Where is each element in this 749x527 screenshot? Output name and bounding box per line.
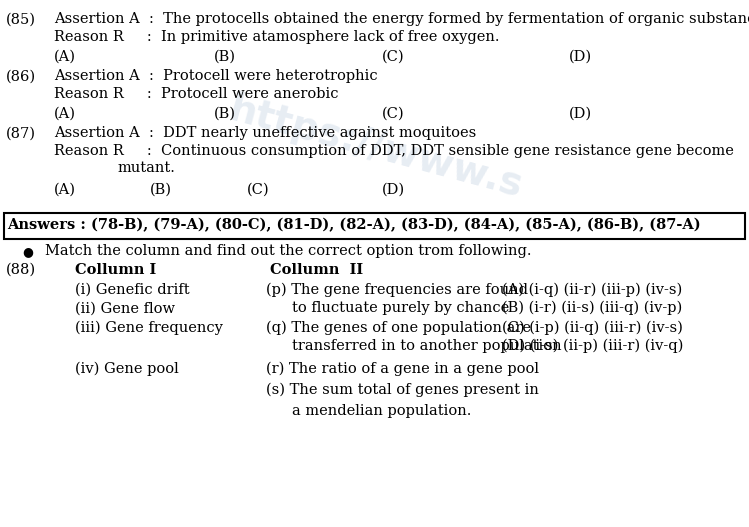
- Text: (88): (88): [6, 263, 36, 277]
- Text: (C): (C): [382, 50, 404, 63]
- Text: (ii) Gene flow: (ii) Gene flow: [75, 301, 175, 315]
- Text: Reason R     :  In primitive atamosphere lack of free oxygen.: Reason R : In primitive atamosphere lack…: [54, 30, 500, 44]
- Text: (87): (87): [6, 126, 36, 140]
- Text: Assertion A  :  Protocell were heterotrophic: Assertion A : Protocell were heterotroph…: [54, 70, 377, 83]
- Text: Match the column and find out the correct option trom following.: Match the column and find out the correc…: [45, 245, 532, 258]
- Text: Assertion A  :  DDT nearly uneffective against moquitoes: Assertion A : DDT nearly uneffective aga…: [54, 126, 476, 140]
- Text: (D): (D): [569, 50, 592, 63]
- FancyBboxPatch shape: [4, 213, 745, 239]
- Text: (D): (D): [569, 106, 592, 120]
- Text: (q) The genes of one population are: (q) The genes of one population are: [266, 320, 531, 335]
- Text: (C) (i-p) (ii-q) (iii-r) (iv-s): (C) (i-p) (ii-q) (iii-r) (iv-s): [502, 320, 682, 335]
- Text: Collumn I: Collumn I: [75, 263, 156, 277]
- Text: Collumn  II: Collumn II: [270, 263, 363, 277]
- Text: (B): (B): [213, 50, 235, 63]
- Text: transferred in to another population: transferred in to another population: [292, 339, 562, 353]
- Text: (86): (86): [6, 70, 36, 83]
- Text: (A): (A): [54, 50, 76, 63]
- Text: (i) Genefic drift: (i) Genefic drift: [75, 283, 189, 297]
- Text: (p) The gene frequencies are found: (p) The gene frequencies are found: [266, 282, 528, 297]
- Text: (A) (i-q) (ii-r) (iii-p) (iv-s): (A) (i-q) (ii-r) (iii-p) (iv-s): [502, 282, 682, 297]
- Text: to fluctuate purely by chance: to fluctuate purely by chance: [292, 301, 509, 315]
- Text: (D): (D): [382, 183, 405, 197]
- Text: (iv) Gene pool: (iv) Gene pool: [75, 362, 179, 376]
- Text: (D) (i-s) (ii-p) (iii-r) (iv-q): (D) (i-s) (ii-p) (iii-r) (iv-q): [502, 339, 683, 354]
- Text: (C): (C): [247, 183, 270, 197]
- Text: (A): (A): [54, 183, 76, 197]
- Text: a mendelian population.: a mendelian population.: [292, 404, 471, 418]
- Text: (iii) Gene frequency: (iii) Gene frequency: [75, 320, 222, 335]
- Text: (85): (85): [6, 13, 36, 26]
- Text: (C): (C): [382, 106, 404, 120]
- Text: https://www.s: https://www.s: [225, 90, 527, 205]
- Text: (B): (B): [150, 183, 172, 197]
- Text: Answers : (78-B), (79-A), (80-C), (81-D), (82-A), (83-D), (84-A), (85-A), (86-B): Answers : (78-B), (79-A), (80-C), (81-D)…: [7, 219, 701, 232]
- Text: (A): (A): [54, 106, 76, 120]
- Text: (B): (B): [213, 106, 235, 120]
- Text: ●: ●: [22, 245, 34, 258]
- Text: (s) The sum total of genes present in: (s) The sum total of genes present in: [266, 383, 539, 397]
- Text: Reason R     :  Continuous consumption of DDT, DDT sensible gene resistance gene: Reason R : Continuous consumption of DDT…: [54, 144, 734, 158]
- Text: Reason R     :  Protocell were anerobic: Reason R : Protocell were anerobic: [54, 87, 339, 101]
- Text: (B) (i-r) (ii-s) (iii-q) (iv-p): (B) (i-r) (ii-s) (iii-q) (iv-p): [502, 301, 682, 316]
- Text: mutant.: mutant.: [118, 161, 175, 175]
- Text: Assertion A  :  The protocells obtained the energy formed by fermentation of org: Assertion A : The protocells obtained th…: [54, 13, 749, 26]
- Text: (r) The ratio of a gene in a gene pool: (r) The ratio of a gene in a gene pool: [266, 362, 539, 376]
